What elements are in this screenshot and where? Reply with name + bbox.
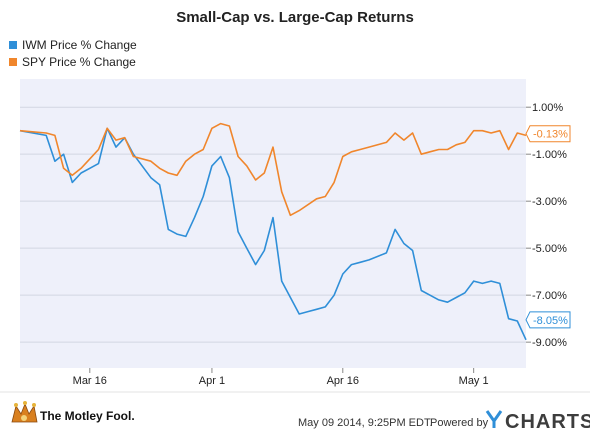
grid [20, 106, 526, 343]
legend-swatch [9, 58, 17, 66]
x-tick-label: May 1 [459, 375, 489, 387]
chart-title: Small-Cap vs. Large-Cap Returns [176, 9, 414, 26]
series-layer [19, 122, 527, 341]
y-tick-label: -7.00% [532, 290, 567, 302]
ycharts-logo: CHARTS [485, 410, 590, 433]
y-tick-label: -9.00% [532, 337, 567, 349]
x-tick-label: Mar 16 [73, 375, 107, 387]
x-tick-label: Apr 16 [327, 375, 359, 387]
x-tick-label: Apr 1 [199, 375, 225, 387]
svg-text:-8.05%: -8.05% [533, 315, 568, 327]
powered-by-label: Powered by [430, 417, 489, 429]
end-labels: -8.05% -0.13% [525, 125, 571, 329]
legend-label: IWM Price % Change [22, 38, 137, 52]
series-line [19, 122, 527, 217]
legend-swatch [9, 41, 17, 49]
end-value-label: -0.13% [525, 125, 571, 143]
plot-area [20, 79, 526, 368]
motley-fool-logo: The Motley Fool. [11, 401, 135, 423]
y-tick-label: 1.00% [532, 102, 563, 114]
motley-fool-wordmark: The Motley Fool. [40, 409, 135, 423]
ycharts-y-icon [485, 410, 503, 428]
jester-icon [11, 401, 38, 423]
y-tick-label: -5.00% [532, 243, 567, 255]
y-tick-label: -1.00% [532, 149, 567, 161]
svg-text:-0.13%: -0.13% [533, 129, 568, 141]
y-tick-label: -3.00% [532, 196, 567, 208]
x-axis: Mar 16 Apr 1 Apr 16 May 1 [73, 368, 489, 387]
y-axis: 1.00% -1.00% -3.00% -5.00% -7.00% -9.00% [526, 102, 567, 349]
end-value-label: -8.05% [525, 311, 571, 329]
legend-label: SPY Price % Change [22, 55, 136, 69]
series-line [19, 127, 527, 341]
ycharts-wordmark: CHARTS [505, 411, 590, 433]
legend: IWM Price % Change SPY Price % Change [9, 38, 137, 69]
timestamp: May 09 2014, 9:25PM EDT. [298, 417, 433, 429]
